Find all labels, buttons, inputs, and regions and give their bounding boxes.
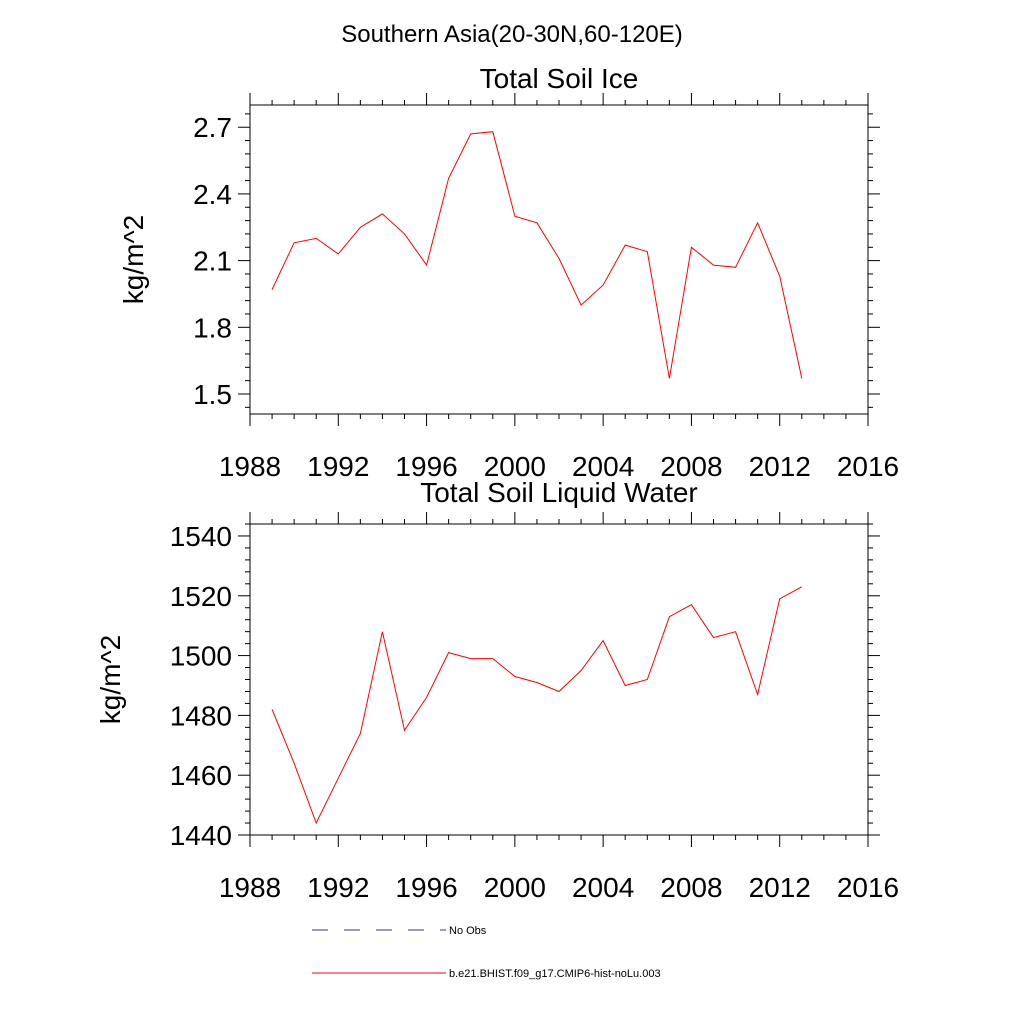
y-tick-label: 1500 [170, 641, 232, 672]
x-tick-label: 2016 [837, 451, 899, 482]
x-tick-label: 2008 [660, 872, 722, 903]
legend-label-model-run: b.e21.BHIST.f09_g17.CMIP6-hist-noLu.003 [449, 968, 661, 980]
x-tick-label: 1992 [307, 451, 369, 482]
y-tick-label: 1460 [170, 760, 232, 791]
x-tick-label: 1992 [307, 872, 369, 903]
x-tick-label: 2004 [572, 872, 634, 903]
chart-title: Total Soil Ice [480, 63, 639, 94]
x-tick-label: 2004 [572, 451, 634, 482]
x-tick-label: 2012 [749, 872, 811, 903]
x-tick-label: 2008 [660, 451, 722, 482]
x-tick-label: 1988 [219, 451, 281, 482]
x-tick-label: 2000 [484, 451, 546, 482]
y-tick-label: 1.5 [193, 379, 232, 410]
y-axis-label: kg/m^2 [118, 215, 149, 304]
x-tick-label: 1996 [395, 872, 457, 903]
y-tick-label: 2.4 [193, 179, 232, 210]
legend-label-no-obs: No Obs [449, 925, 487, 937]
y-tick-label: 1520 [170, 581, 232, 612]
y-tick-label: 2.1 [193, 246, 232, 277]
x-tick-label: 1988 [219, 872, 281, 903]
legend: No Obs b.e21.BHIST.f09_g17.CMIP6-hist-no… [312, 925, 661, 980]
y-tick-label: 1440 [170, 820, 232, 851]
series-line [271, 586, 803, 825]
x-tick-label: 1996 [395, 451, 457, 482]
y-tick-label: 1480 [170, 700, 232, 731]
series-line [271, 131, 803, 379]
chart-title: Total Soil Liquid Water [420, 477, 698, 508]
y-axis-label: kg/m^2 [95, 635, 126, 724]
x-tick-label: 2016 [837, 872, 899, 903]
figure-suptitle: Southern Asia(20-30N,60-120E) [341, 21, 683, 48]
panel-total-soil-liquid-water: Total Soil Liquid Water kg/m^2 1988 1992 199… [95, 477, 899, 903]
x-tick-label: 2000 [484, 872, 546, 903]
plot-frame [249, 523, 869, 836]
x-tick-label: 2012 [749, 451, 811, 482]
y-tick-label: 1540 [170, 521, 232, 552]
y-tick-label: 2.7 [193, 112, 232, 143]
panel-total-soil-ice: Total Soil Ice kg/m^2 1988 1992 1996 2000 2004… [118, 63, 899, 482]
y-tick-label: 1.8 [193, 312, 232, 343]
